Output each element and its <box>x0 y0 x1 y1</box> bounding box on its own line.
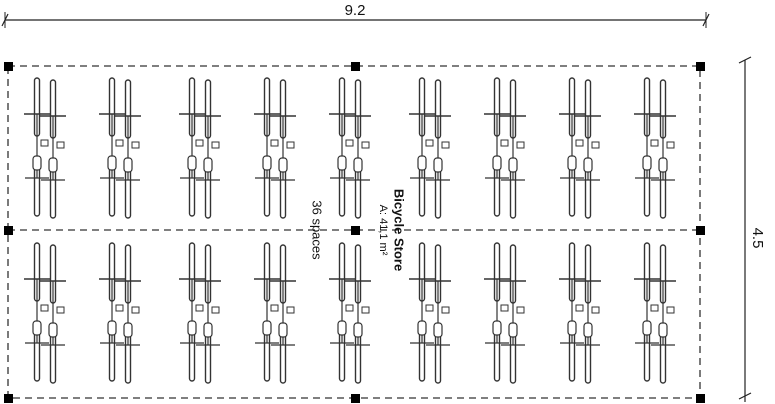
bicycle <box>195 244 221 384</box>
depth-dimension: 4.5 <box>738 56 766 402</box>
bicycle <box>254 77 280 217</box>
bicycle <box>500 244 526 384</box>
depth-label: 4.5 <box>749 228 766 249</box>
bicycle <box>24 242 50 382</box>
bicycle <box>254 242 280 382</box>
bicycle <box>99 242 125 382</box>
bicycle <box>575 79 601 219</box>
bicycle <box>24 77 50 217</box>
bicycle <box>500 79 526 219</box>
bicycle <box>559 242 585 382</box>
room-name: Bicycle Store <box>392 189 407 271</box>
bicycle <box>425 244 451 384</box>
bicycle-racks <box>24 77 676 384</box>
bicycle <box>40 79 66 219</box>
bicycle <box>345 79 371 219</box>
bicycle <box>179 242 205 382</box>
bicycle <box>345 244 371 384</box>
bicycle <box>575 244 601 384</box>
columns <box>4 62 705 403</box>
bicycle <box>195 79 221 219</box>
bicycle <box>115 79 141 219</box>
bicycle <box>179 77 205 217</box>
bicycle <box>650 79 676 219</box>
bicycle <box>99 77 125 217</box>
room-area: A: 41,1 m² <box>377 205 389 256</box>
bicycle <box>329 242 355 382</box>
bicycle <box>329 77 355 217</box>
bicycle <box>484 242 510 382</box>
bicycle <box>559 77 585 217</box>
bicycle <box>409 242 435 382</box>
bicycle <box>634 77 660 217</box>
room-capacity: 36 spaces <box>310 200 325 260</box>
bicycle <box>270 79 296 219</box>
bicycle <box>409 77 435 217</box>
width-label: 9.2 <box>345 2 366 19</box>
bicycle <box>484 77 510 217</box>
bicycle <box>40 244 66 384</box>
bicycle <box>115 244 141 384</box>
bicycle <box>425 79 451 219</box>
width-dimension: 9.2 <box>1 2 710 28</box>
bicycle <box>270 244 296 384</box>
bicycle <box>650 244 676 384</box>
bicycle <box>634 242 660 382</box>
